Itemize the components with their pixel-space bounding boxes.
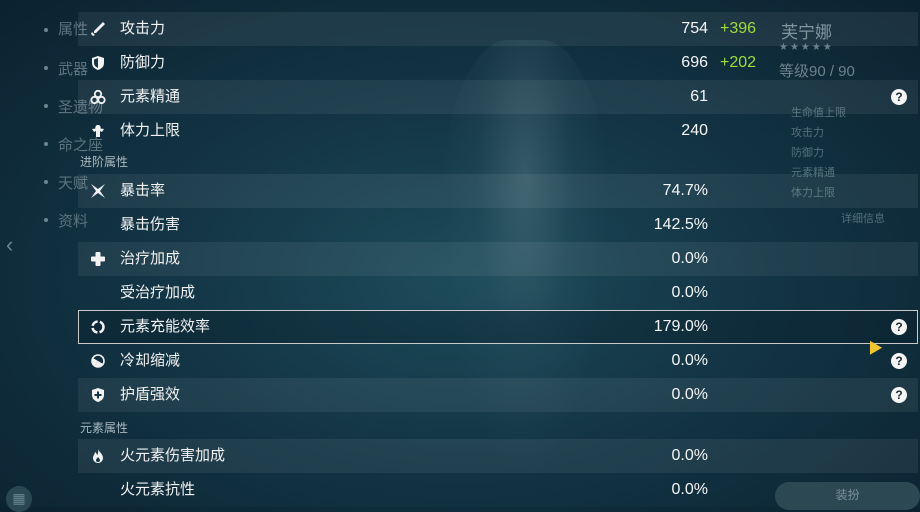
stat-value: 0.0% bbox=[671, 386, 708, 403]
grid-menu-icon[interactable]: ▦ bbox=[6, 486, 32, 512]
stat-label: 攻击力 bbox=[120, 20, 166, 37]
nav-item-artifacts[interactable]: 圣遗物 bbox=[58, 99, 104, 116]
rarity-stars: ★★★★★ bbox=[779, 42, 834, 53]
energy-recharge-icon bbox=[91, 320, 105, 334]
nav-item-profile[interactable]: 资料 bbox=[58, 213, 89, 230]
attribute-panel: 攻击力 754 +396 防御力 696 +202 元素精通 61 ? 体力上限… bbox=[78, 0, 918, 507]
stat-label: 元素精通 bbox=[120, 88, 181, 105]
section-title-elemental: 元素属性 bbox=[80, 421, 129, 435]
panel-sub-item: 防御力 bbox=[791, 147, 824, 159]
stat-value: 0.0% bbox=[671, 284, 708, 301]
stat-row-elemental-mastery[interactable]: 元素精通 61 ? bbox=[78, 80, 918, 114]
nav-item-talents[interactable]: 天赋 bbox=[58, 175, 89, 192]
stat-row-healing-bonus[interactable]: 治疗加成 0.0% bbox=[78, 242, 918, 276]
stat-row-hp-partial bbox=[78, 0, 918, 12]
stat-row-shield-strength[interactable]: 护盾强效 0.0% ? bbox=[78, 378, 918, 412]
back-arrow-icon[interactable]: ‹ bbox=[6, 232, 14, 257]
stat-bonus: +202 bbox=[720, 54, 757, 71]
character-name: 芙宁娜 bbox=[781, 23, 832, 42]
stat-value: 61 bbox=[690, 88, 708, 105]
help-icon[interactable]: ? bbox=[891, 387, 907, 403]
stat-value: 74.7% bbox=[662, 182, 708, 199]
healing-cross-icon bbox=[91, 252, 105, 266]
stat-row-atk[interactable]: 攻击力 754 +396 bbox=[78, 12, 918, 46]
stat-label: 冷却缩减 bbox=[120, 352, 181, 369]
shield-icon bbox=[92, 56, 104, 70]
stat-value: 0.0% bbox=[671, 352, 708, 369]
outfit-button[interactable]: 装扮 bbox=[775, 482, 920, 510]
shield-plus-icon bbox=[92, 388, 104, 402]
stat-value: 179.0% bbox=[653, 318, 708, 335]
stat-row-pyro-res[interactable]: 火元素抗性 0.0% bbox=[78, 473, 918, 507]
nav-item-constellation[interactable]: 命之座 bbox=[58, 137, 104, 154]
stat-value: 142.5% bbox=[653, 216, 708, 233]
stat-label: 防御力 bbox=[120, 54, 166, 71]
panel-sub-item: 元素精通 bbox=[791, 167, 835, 179]
stat-label: 受治疗加成 bbox=[120, 284, 196, 301]
stat-value: 240 bbox=[681, 122, 708, 139]
stat-label: 治疗加成 bbox=[120, 250, 181, 267]
pyro-flame-icon bbox=[93, 449, 103, 463]
stamina-icon bbox=[92, 125, 104, 137]
panel-sub-item: 攻击力 bbox=[791, 127, 824, 139]
nav-dot bbox=[44, 28, 48, 32]
right-character-panel: 芙宁娜 ★★★★★ 等级90 / 90 生命值上限 攻击力 防御力 元素精通 体… bbox=[775, 0, 920, 510]
stat-label: 元素充能效率 bbox=[120, 318, 211, 335]
stat-row-crit-dmg[interactable]: 暴击伤害 142.5% bbox=[78, 208, 918, 242]
elemental-mastery-icon bbox=[90, 89, 106, 105]
stat-row-cd-reduction[interactable]: 冷却缩减 0.0% ? bbox=[78, 344, 918, 378]
cooldown-icon bbox=[91, 354, 105, 368]
stat-label: 体力上限 bbox=[120, 122, 181, 139]
stat-label: 火元素伤害加成 bbox=[120, 447, 226, 464]
panel-sub-item: 生命值上限 bbox=[791, 107, 846, 119]
stat-label: 火元素抗性 bbox=[120, 481, 196, 498]
stat-row-stamina[interactable]: 体力上限 240 bbox=[78, 114, 918, 148]
stat-label: 暴击率 bbox=[120, 182, 166, 199]
crit-rate-icon bbox=[91, 184, 105, 198]
help-icon[interactable]: ? bbox=[891, 353, 907, 369]
nav-dot bbox=[44, 66, 48, 70]
stat-row-pyro-dmg[interactable]: 火元素伤害加成 0.0% bbox=[78, 439, 918, 473]
stat-row-energy-recharge[interactable]: 元素充能效率 179.0% ? bbox=[78, 310, 918, 344]
stat-value: 0.0% bbox=[671, 481, 708, 498]
character-silhouette bbox=[440, 40, 610, 480]
nav-dot bbox=[44, 180, 48, 184]
nav-item-attributes[interactable]: 属性 bbox=[58, 21, 89, 38]
stat-value: 696 bbox=[681, 54, 708, 71]
nav-dot bbox=[44, 218, 48, 222]
stat-bonus: +396 bbox=[720, 20, 757, 37]
sword-icon bbox=[91, 22, 105, 36]
help-icon[interactable]: ? bbox=[891, 319, 907, 335]
section-title-advanced: 进阶属性 bbox=[80, 155, 129, 169]
nav-dot bbox=[44, 104, 48, 108]
character-level: 等级90 / 90 bbox=[779, 63, 855, 80]
details-button[interactable]: 详细信息 bbox=[841, 213, 885, 225]
help-icon[interactable]: ? bbox=[891, 89, 907, 105]
panel-sub-item: 体力上限 bbox=[791, 187, 835, 199]
stat-row-incoming-healing[interactable]: 受治疗加成 0.0% bbox=[78, 276, 918, 310]
stat-value: 754 bbox=[681, 20, 708, 37]
nav-item-weapon[interactable]: 武器 bbox=[58, 61, 89, 78]
stat-row-def[interactable]: 防御力 696 +202 bbox=[78, 46, 918, 80]
stat-value: 0.0% bbox=[671, 250, 708, 267]
nav-dot bbox=[44, 142, 48, 146]
stat-value: 0.0% bbox=[671, 447, 708, 464]
stat-label: 暴击伤害 bbox=[120, 216, 181, 233]
stat-label: 护盾强效 bbox=[120, 386, 181, 403]
stat-row-crit-rate[interactable]: 暴击率 74.7% bbox=[78, 174, 918, 208]
